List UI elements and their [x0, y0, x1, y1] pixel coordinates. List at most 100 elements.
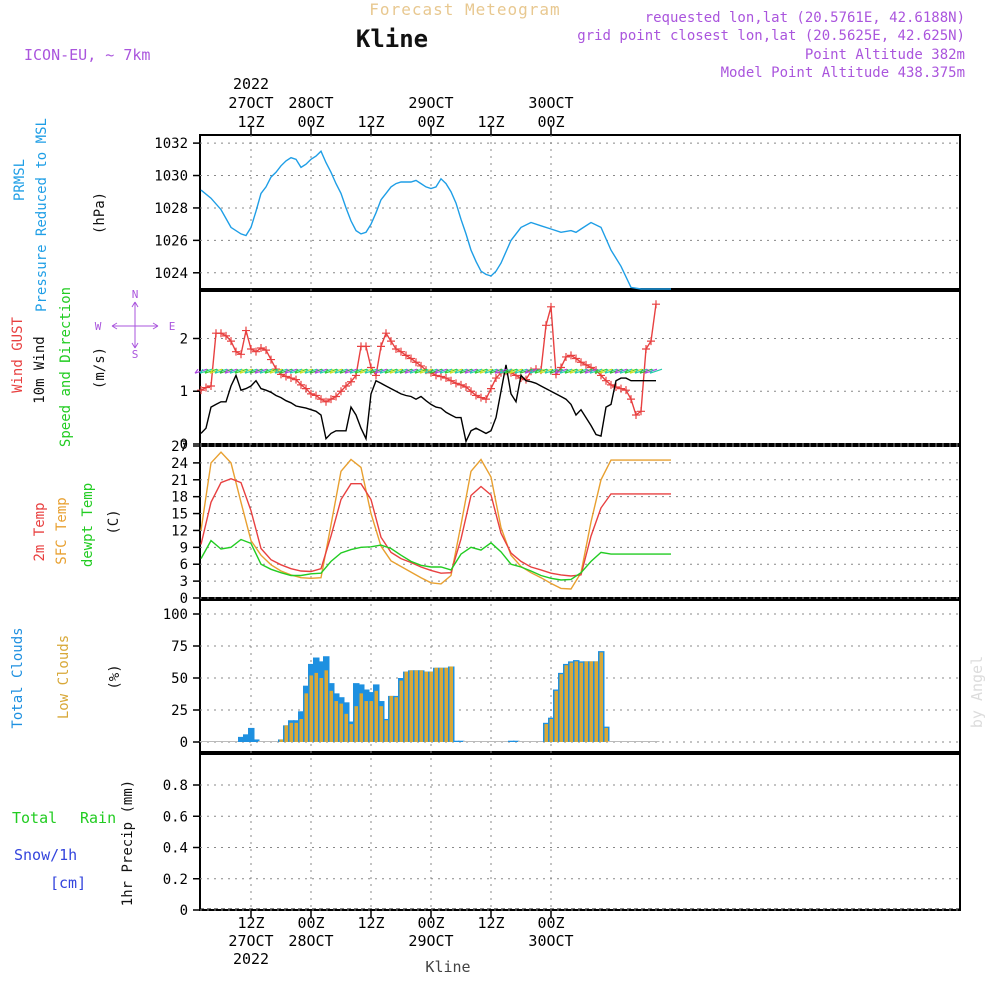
gust-marker [412, 358, 420, 367]
gust-marker [377, 342, 385, 351]
compass-s: S [132, 348, 139, 361]
gust-marker [632, 410, 640, 419]
time-label-bottom: 00Z [537, 914, 564, 932]
gust-marker [327, 395, 335, 404]
gust-marker [202, 383, 210, 392]
low-cloud-bar [449, 666, 453, 742]
time-label-top: 12Z [357, 113, 384, 131]
bottom-station-label: Kline [425, 958, 470, 976]
watermark: by Angel [968, 656, 986, 728]
total-cloud-bar [233, 741, 240, 742]
time-label-top: 28OCT [288, 94, 333, 112]
low-cloud-bar [359, 693, 363, 742]
time-label-bottom: 12Z [477, 914, 504, 932]
panel-frames [199, 134, 961, 911]
gust-marker [387, 337, 395, 346]
y-tick-label-pressure: 1032 [154, 136, 188, 152]
dewpt-line [200, 538, 671, 581]
gust-marker [262, 346, 270, 355]
gust-marker [607, 380, 615, 389]
total-cloud-bar [493, 741, 500, 742]
gust-marker [287, 374, 295, 383]
gust-marker [577, 358, 585, 367]
low-cloud-bar [354, 706, 358, 742]
total-cloud-bar [263, 741, 270, 742]
low-cloud-bar [394, 697, 398, 742]
gust-marker [407, 354, 415, 363]
total-cloud-bar [273, 741, 280, 742]
total-cloud-bar [513, 740, 520, 742]
compass-e: E [169, 320, 176, 333]
low-cloud-bar [554, 690, 558, 742]
low-cloud-bar [544, 724, 548, 742]
low-cloud-bar [319, 678, 323, 742]
gust-marker [402, 351, 410, 360]
y-tick-label-temp: 27 [171, 439, 188, 455]
low-cloud-bar [294, 722, 298, 742]
total-cloud-bar [458, 740, 465, 742]
gust-marker [487, 384, 495, 393]
time-label-top: 12Z [237, 113, 264, 131]
gust-marker [617, 384, 625, 393]
time-label-bottom: 12Z [237, 914, 264, 932]
total-cloud-bar [648, 741, 655, 742]
low-cloud-bar [374, 690, 378, 742]
gust-marker [452, 379, 460, 388]
y-tick-label-wind: 1 [180, 384, 188, 400]
gust-marker [197, 386, 205, 395]
axis-ticks: 1024102610281030103201203691215182124270… [154, 136, 200, 919]
total-cloud-bar [198, 741, 205, 742]
low-cloud-bar [334, 701, 338, 742]
total-cloud-bar [473, 741, 480, 742]
total-cloud-bar [533, 741, 540, 742]
gust-marker [247, 345, 255, 354]
y-tick-label-clouds: 100 [163, 607, 188, 623]
gust-marker [417, 361, 425, 370]
time-label-top: 00Z [297, 113, 324, 131]
total-cloud-bar [213, 741, 220, 742]
low-cloud-bar [369, 701, 373, 742]
low-cloud-bar [404, 671, 408, 742]
total-clouds-label: Total Clouds [10, 627, 26, 728]
gust-marker [317, 395, 325, 404]
total-cloud-bar [503, 741, 510, 742]
gust-marker [382, 329, 390, 338]
wind-direction-arrow [649, 368, 663, 374]
low-cloud-bar [424, 671, 428, 742]
gust-marker [397, 347, 405, 356]
snow-label: Snow/1h [14, 846, 77, 864]
gust-marker [367, 363, 375, 372]
total-cloud-bar [453, 740, 460, 742]
gust-marker [602, 376, 610, 385]
total-cloud-bar [203, 741, 210, 742]
total-cloud-bar [613, 741, 620, 742]
gust-marker [447, 376, 455, 385]
gust-marker [347, 377, 355, 386]
model-label: ICON-EU, ~ 7km [24, 46, 150, 64]
y-tick-label-wind: 0 [180, 437, 188, 453]
gust-marker [457, 380, 465, 389]
gust-marker [572, 354, 580, 363]
y-tick-label-temp: 0 [180, 591, 188, 607]
time-label-bottom: 12Z [357, 914, 384, 932]
y-tick-label-precip: 0.4 [163, 841, 188, 857]
gust-marker [472, 391, 480, 400]
gust-marker [442, 374, 450, 383]
y-tick-label-precip: 0.6 [163, 809, 188, 825]
low-cloud-bar [584, 661, 588, 742]
y-tick-label-clouds: 50 [171, 671, 188, 687]
total-cloud-bar [468, 741, 475, 742]
gust-marker [302, 384, 310, 393]
y-tick-label-precip: 0.2 [163, 872, 188, 888]
y-tick-label-temp: 21 [171, 473, 188, 489]
gust-marker [257, 343, 265, 352]
gust-marker [307, 389, 315, 398]
y-tick-label-temp: 9 [180, 540, 188, 556]
panel-frame-c [199, 599, 961, 753]
total-cloud-bar [538, 741, 545, 742]
time-label-bottom: 2022 [233, 950, 269, 968]
info-line-2: grid point closest lon,lat (20.5625E, 42… [577, 28, 965, 44]
temp-panel [200, 451, 671, 590]
